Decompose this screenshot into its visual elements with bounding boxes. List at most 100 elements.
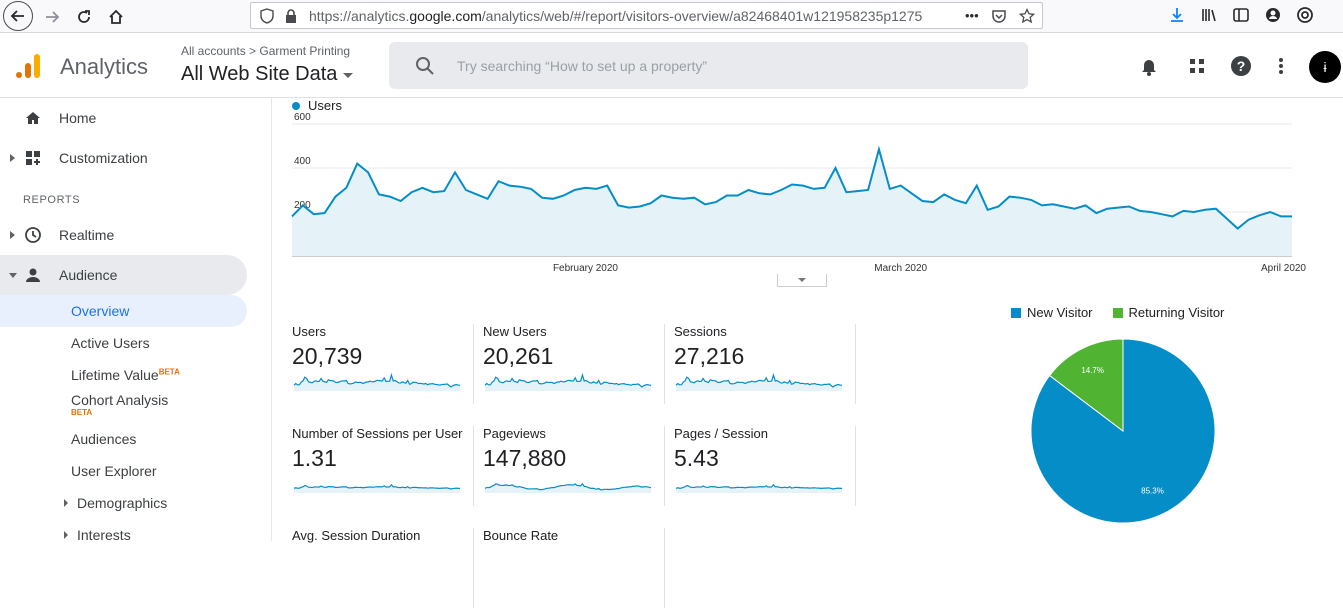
sparkline-area bbox=[485, 483, 651, 493]
avatar[interactable]: ɨ bbox=[1309, 51, 1341, 83]
pie-slice-label: 85.3% bbox=[1141, 486, 1164, 495]
metric-sparkline bbox=[293, 372, 460, 391]
pie-legend: New Visitor Returning Visitor bbox=[1011, 305, 1224, 320]
forward-button[interactable] bbox=[38, 3, 66, 31]
search-input[interactable] bbox=[457, 57, 957, 74]
metric-label: Number of Sessions per User bbox=[292, 426, 463, 441]
sidebar: Home Customization REPORTS Realtime Audi… bbox=[0, 98, 272, 543]
search-box[interactable] bbox=[389, 42, 1028, 89]
metric-label: Sessions bbox=[674, 324, 727, 339]
sidebar-item-overview[interactable]: Overview bbox=[0, 295, 247, 327]
lock-icon[interactable] bbox=[283, 8, 299, 24]
legend-label-returning[interactable]: Returning Visitor bbox=[1128, 305, 1225, 320]
sidebar-item-lifetime-value[interactable]: Lifetime ValueBETA bbox=[71, 367, 180, 383]
visitor-pie-chart[interactable]: 85.3% 14.7% bbox=[1030, 338, 1216, 524]
sidebar-item-customization[interactable]: Customization bbox=[0, 138, 247, 178]
page-actions-button[interactable]: ••• bbox=[965, 8, 979, 23]
apps-grid-icon[interactable] bbox=[1187, 56, 1207, 76]
metric-card[interactable]: Pages / Session 5.43 bbox=[674, 426, 856, 506]
sidebar-item-realtime[interactable]: Realtime bbox=[0, 215, 247, 255]
main-content: Users 600 400 200 February 2020 March 2020 Ap… bbox=[273, 98, 1343, 608]
sidebar-item-interests[interactable]: Interests bbox=[0, 519, 247, 551]
sidebar-item-active-users[interactable]: Active Users bbox=[71, 335, 150, 351]
users-legend[interactable]: Users bbox=[292, 98, 342, 113]
star-icon[interactable] bbox=[1019, 8, 1035, 24]
arrow-left-icon bbox=[10, 10, 24, 22]
y-tick-label: 400 bbox=[294, 156, 311, 167]
expand-arrow-icon[interactable] bbox=[10, 231, 15, 239]
metric-card[interactable]: Pageviews 147,880 bbox=[483, 426, 665, 506]
series-swatch bbox=[292, 101, 300, 110]
users-series-line[interactable] bbox=[291, 145, 1292, 230]
metric-label: Bounce Rate bbox=[483, 528, 559, 543]
x-tick-label: April 2020 bbox=[1261, 263, 1306, 274]
metric-value: 20,739 bbox=[292, 343, 363, 369]
sparkline-line bbox=[293, 483, 460, 490]
chart-scroll-handle[interactable] bbox=[777, 274, 827, 287]
reload-icon bbox=[78, 10, 90, 23]
sparkline-line bbox=[675, 483, 842, 490]
shield-icon[interactable] bbox=[259, 8, 275, 24]
url-bar[interactable]: https://analytics.google.com/analytics/w… bbox=[250, 2, 1043, 29]
sidebar-item-audiences[interactable]: Audiences bbox=[71, 431, 137, 447]
more-vert-icon[interactable] bbox=[1271, 56, 1291, 76]
beta-badge: BETA bbox=[71, 408, 93, 417]
reports-section-label: REPORTS bbox=[23, 194, 81, 206]
person-icon bbox=[26, 268, 40, 282]
metric-sparkline bbox=[675, 483, 842, 493]
home-icon bbox=[26, 112, 40, 124]
notifications-bell-icon[interactable] bbox=[1139, 56, 1159, 76]
metric-card[interactable]: Users 20,739 bbox=[292, 324, 474, 404]
sparkline-line bbox=[484, 483, 652, 491]
sidebar-item-home[interactable]: Home bbox=[0, 98, 247, 138]
metric-card[interactable]: New Users 20,261 bbox=[483, 324, 665, 404]
metric-label: Avg. Session Duration bbox=[292, 528, 421, 543]
account-icon[interactable] bbox=[1264, 6, 1282, 24]
expand-arrow-icon[interactable] bbox=[10, 154, 15, 162]
download-icon[interactable] bbox=[1168, 6, 1186, 24]
metric-sparkline bbox=[484, 372, 651, 391]
metric-sparkline bbox=[293, 483, 460, 493]
sparkline-line bbox=[484, 372, 651, 388]
legend-label-new[interactable]: New Visitor bbox=[1027, 305, 1093, 320]
sidebar-item-user-explorer[interactable]: User Explorer bbox=[71, 463, 157, 479]
product-title[interactable]: Analytics bbox=[60, 54, 149, 79]
metric-value: 147,880 bbox=[483, 445, 567, 471]
sidebar-item-cohort-analysis[interactable]: Cohort Analysis BETA bbox=[71, 392, 169, 417]
caret-down-icon bbox=[343, 73, 354, 78]
sparkline-area bbox=[676, 484, 842, 493]
sidebar-item-demographics[interactable]: Demographics bbox=[0, 487, 247, 519]
expand-arrow-icon[interactable] bbox=[64, 499, 68, 507]
extension-icon[interactable] bbox=[1296, 6, 1314, 24]
pocket-icon[interactable] bbox=[991, 8, 1007, 24]
back-button[interactable] bbox=[3, 1, 33, 31]
analytics-logo-icon[interactable] bbox=[14, 52, 42, 80]
metric-card[interactable]: Sessions 27,216 bbox=[674, 324, 856, 404]
account-breadcrumb[interactable]: All accounts > Garment Printing bbox=[181, 44, 351, 58]
analytics-header: Analytics All accounts > Garment Printin… bbox=[0, 34, 1343, 98]
url-text[interactable]: https://analytics.google.com/analytics/w… bbox=[309, 7, 923, 24]
library-icon[interactable] bbox=[1200, 6, 1218, 24]
view-selector[interactable]: All Web Site Data bbox=[181, 63, 354, 86]
metric-card[interactable]: Number of Sessions per User 1.31 bbox=[292, 426, 474, 506]
reload-button[interactable] bbox=[70, 3, 98, 31]
x-tick-label: February 2020 bbox=[553, 263, 618, 274]
metric-value: 1.31 bbox=[292, 445, 337, 471]
beta-badge: BETA bbox=[158, 367, 180, 377]
sidebar-toggle-icon[interactable] bbox=[1232, 6, 1250, 24]
sidebar-item-audience[interactable]: Audience bbox=[0, 255, 247, 295]
expand-arrow-icon[interactable] bbox=[64, 531, 68, 539]
metric-value: 5.43 bbox=[674, 445, 719, 471]
metric-card[interactable]: Avg. Session Duration bbox=[292, 528, 474, 608]
metric-card[interactable]: Bounce Rate bbox=[483, 528, 665, 608]
sparkline-line bbox=[675, 372, 842, 388]
collapse-arrow-icon[interactable] bbox=[9, 272, 17, 278]
pie-slice-returning-visitor[interactable] bbox=[1048, 338, 1124, 433]
help-icon[interactable]: ? bbox=[1231, 56, 1251, 76]
pie-slice-label: 14.7% bbox=[1081, 366, 1104, 375]
metric-sparkline bbox=[675, 372, 842, 391]
users-area bbox=[292, 149, 1292, 256]
y-tick-label: 600 bbox=[294, 112, 311, 123]
home-button[interactable] bbox=[102, 3, 130, 31]
